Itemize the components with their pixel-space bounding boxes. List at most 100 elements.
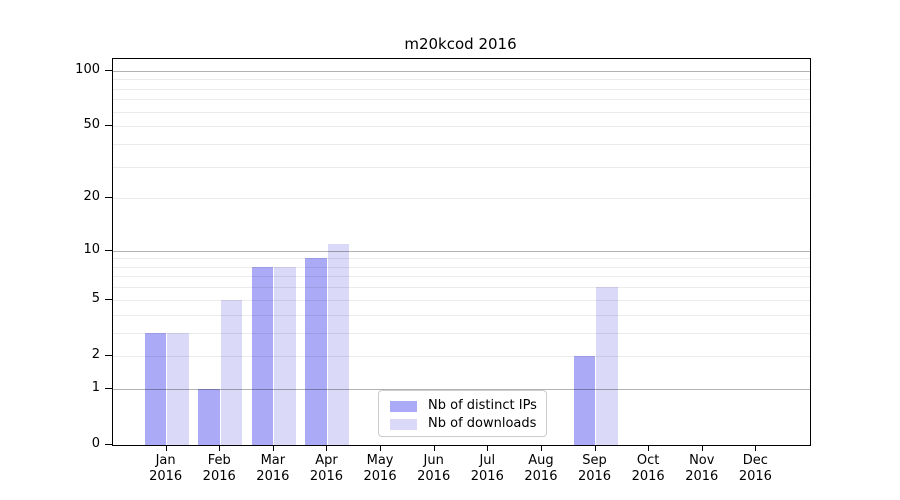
x-tick-label: Apr 2016 — [294, 453, 358, 485]
bar-distinct-ips — [144, 332, 167, 445]
bar-distinct-ips — [198, 388, 220, 445]
legend-row: Nb of distinct IPs — [390, 397, 537, 415]
x-tick-month: Feb — [207, 453, 231, 468]
x-tick-mark — [433, 445, 435, 451]
x-tick-mark — [380, 445, 382, 451]
y-tick-mark — [105, 197, 112, 199]
x-tick-label: May 2016 — [348, 453, 412, 485]
y-tick-label: 20 — [83, 189, 100, 205]
minor-gridline — [113, 258, 810, 260]
y-tick-mark — [105, 354, 112, 356]
major-gridline — [113, 250, 810, 252]
x-tick-month: Aug — [528, 453, 554, 468]
bar-downloads — [596, 287, 618, 445]
x-tick-month: Dec — [742, 453, 768, 468]
plot-area — [112, 58, 811, 446]
x-tick-year: 2016 — [202, 469, 236, 484]
x-tick-mark — [540, 445, 542, 451]
x-tick-year: 2016 — [577, 469, 612, 484]
minor-gridline — [113, 266, 810, 268]
bar-downloads — [167, 332, 189, 445]
minor-gridline — [113, 198, 810, 200]
legend-swatch — [390, 400, 417, 412]
minor-gridline — [113, 143, 810, 145]
x-tick-mark — [755, 445, 757, 451]
x-tick-month: May — [366, 453, 394, 468]
legend-label: Nb of distinct IPs — [428, 398, 537, 413]
y-tick-label: 50 — [83, 117, 100, 133]
x-tick-label: Jun 2016 — [402, 453, 466, 485]
legend-swatch — [390, 418, 417, 430]
x-tick-mark — [326, 445, 328, 451]
x-tick-label: Feb 2016 — [187, 453, 251, 485]
minor-gridline — [113, 88, 810, 90]
x-tick-mark — [594, 445, 596, 451]
legend: Nb of distinct IPs Nb of downloads — [378, 390, 547, 437]
minor-gridline — [113, 111, 810, 113]
x-tick-month: Mar — [260, 453, 286, 468]
bar-distinct-ips — [251, 266, 274, 445]
y-tick-mark — [105, 125, 112, 127]
x-tick-year: 2016 — [470, 469, 504, 484]
y-tick-label: 0 — [91, 436, 100, 451]
x-tick-label: Mar 2016 — [241, 453, 305, 485]
x-tick-mark — [219, 445, 221, 451]
y-tick-mark — [105, 249, 112, 251]
x-tick-year: 2016 — [256, 469, 290, 484]
chart-title: m20kcod 2016 — [404, 35, 517, 53]
minor-gridline — [113, 299, 810, 301]
y-tick-label: 1 — [91, 379, 100, 395]
x-tick-month: Jan — [155, 453, 176, 468]
x-tick-year: 2016 — [417, 469, 451, 484]
minor-gridline — [113, 276, 810, 278]
y-tick-label: 10 — [83, 241, 100, 257]
x-tick-year: 2016 — [631, 469, 665, 484]
x-tick-mark — [487, 445, 489, 451]
minor-gridline — [113, 287, 810, 289]
y-tick-mark — [105, 444, 112, 445]
legend-label: Nb of downloads — [428, 416, 537, 431]
minor-gridline — [113, 79, 810, 81]
bar-distinct-ips — [573, 355, 595, 445]
major-gridline — [113, 388, 810, 390]
x-tick-label: Jul 2016 — [455, 453, 519, 485]
x-tick-label: Nov 2016 — [670, 453, 734, 485]
bar-downloads — [220, 299, 243, 445]
x-tick-label: Aug 2016 — [509, 453, 573, 485]
bar-downloads — [327, 243, 350, 445]
x-tick-label: Dec 2016 — [723, 453, 787, 485]
x-tick-year: 2016 — [738, 469, 772, 484]
x-tick-label: Sep 2016 — [563, 453, 627, 485]
y-tick-mark — [105, 298, 112, 300]
x-tick-month: Jun — [423, 453, 444, 468]
legend-row: Nb of downloads — [390, 415, 537, 433]
x-tick-month: Oct — [636, 453, 660, 468]
bar-downloads — [274, 266, 296, 445]
y-tick-mark — [105, 69, 112, 71]
x-tick-year: 2016 — [309, 469, 343, 484]
x-tick-year: 2016 — [685, 469, 719, 484]
x-tick-month: Apr — [315, 453, 338, 468]
y-tick-label: 5 — [91, 290, 100, 306]
x-tick-mark — [165, 445, 167, 451]
minor-gridline — [113, 355, 810, 357]
x-tick-year: 2016 — [524, 469, 558, 484]
x-tick-mark — [648, 445, 650, 451]
major-gridline — [113, 70, 810, 72]
x-tick-mark — [701, 445, 703, 451]
x-tick-year: 2016 — [149, 469, 183, 484]
bar-distinct-ips — [305, 258, 327, 445]
minor-gridline — [113, 99, 810, 101]
x-tick-label: Oct 2016 — [616, 453, 680, 485]
x-tick-year: 2016 — [363, 469, 397, 484]
y-tick-label: 100 — [75, 61, 100, 77]
y-tick-mark — [105, 387, 112, 389]
minor-gridline — [113, 332, 810, 334]
x-tick-month: Nov — [689, 453, 715, 468]
y-tick-label: 2 — [91, 346, 100, 362]
x-tick-label: Jan 2016 — [134, 453, 198, 485]
minor-gridline — [113, 166, 810, 168]
minor-gridline — [113, 314, 810, 316]
x-tick-month: Jul — [479, 453, 496, 468]
